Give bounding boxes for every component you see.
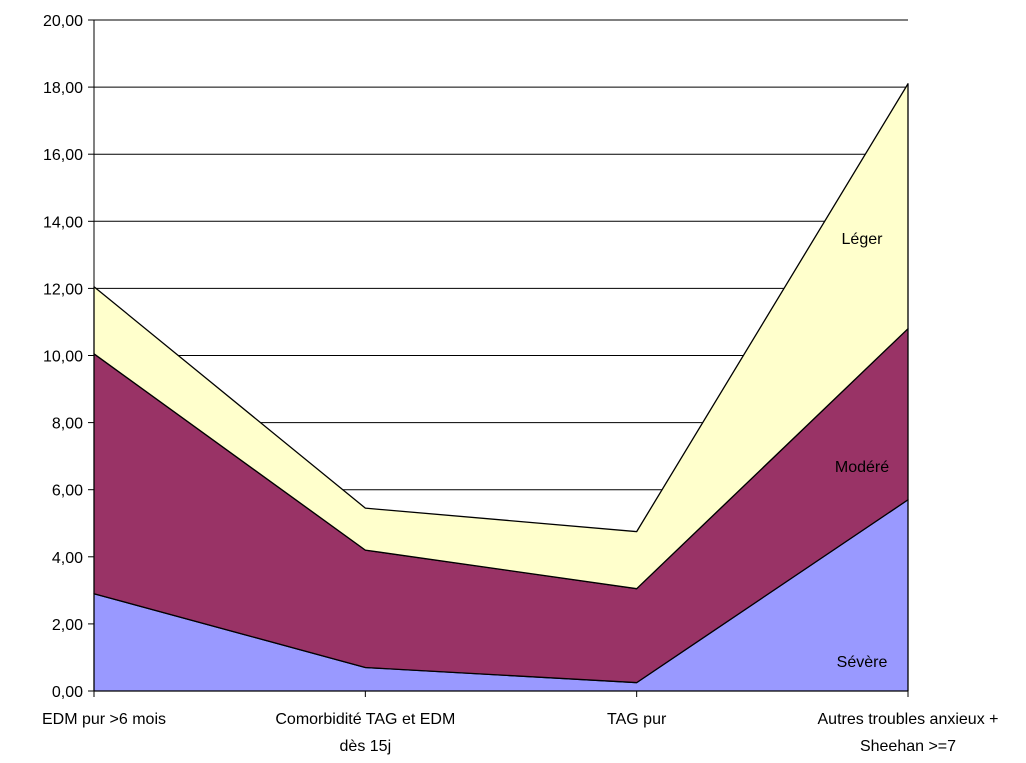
series-label-severe: Sévère <box>837 654 888 671</box>
x-tick-label: TAG pur <box>607 711 667 728</box>
series-label-leger: Léger <box>842 231 884 248</box>
series-label-modere: Modéré <box>835 459 889 476</box>
x-axis: EDM pur >6 mois Comorbidité TAG et EDM dès… <box>42 691 999 755</box>
y-tick-label: 12,00 <box>43 281 83 298</box>
y-axis: 0,00 2,00 4,00 6,00 8,00 10,00 12,00 14,00 16,00… <box>43 13 94 701</box>
x-tick-label: EDM pur >6 mois <box>42 711 166 728</box>
x-tick-label: Autres troubles anxieux + <box>818 711 999 728</box>
x-tick-label: Comorbidité TAG et EDM <box>275 711 455 728</box>
y-tick-label: 20,00 <box>43 13 83 30</box>
y-tick-label: 0,00 <box>52 684 83 701</box>
y-tick-label: 18,00 <box>43 80 83 97</box>
y-tick-label: 16,00 <box>43 147 83 164</box>
y-tick-label: 4,00 <box>52 550 83 567</box>
y-tick-label: 10,00 <box>43 349 83 366</box>
area-series-group <box>93 83 909 692</box>
x-tick-label: dès 15j <box>340 738 392 755</box>
y-tick-label: 6,00 <box>52 483 83 500</box>
y-tick-label: 8,00 <box>52 416 83 433</box>
y-tick-label: 14,00 <box>43 214 83 231</box>
x-tick-label: Sheehan >=7 <box>860 738 956 755</box>
series-labels: Sévère Modéré Léger <box>835 231 889 671</box>
y-tick-label: 2,00 <box>52 617 83 634</box>
area-leger <box>93 83 909 590</box>
